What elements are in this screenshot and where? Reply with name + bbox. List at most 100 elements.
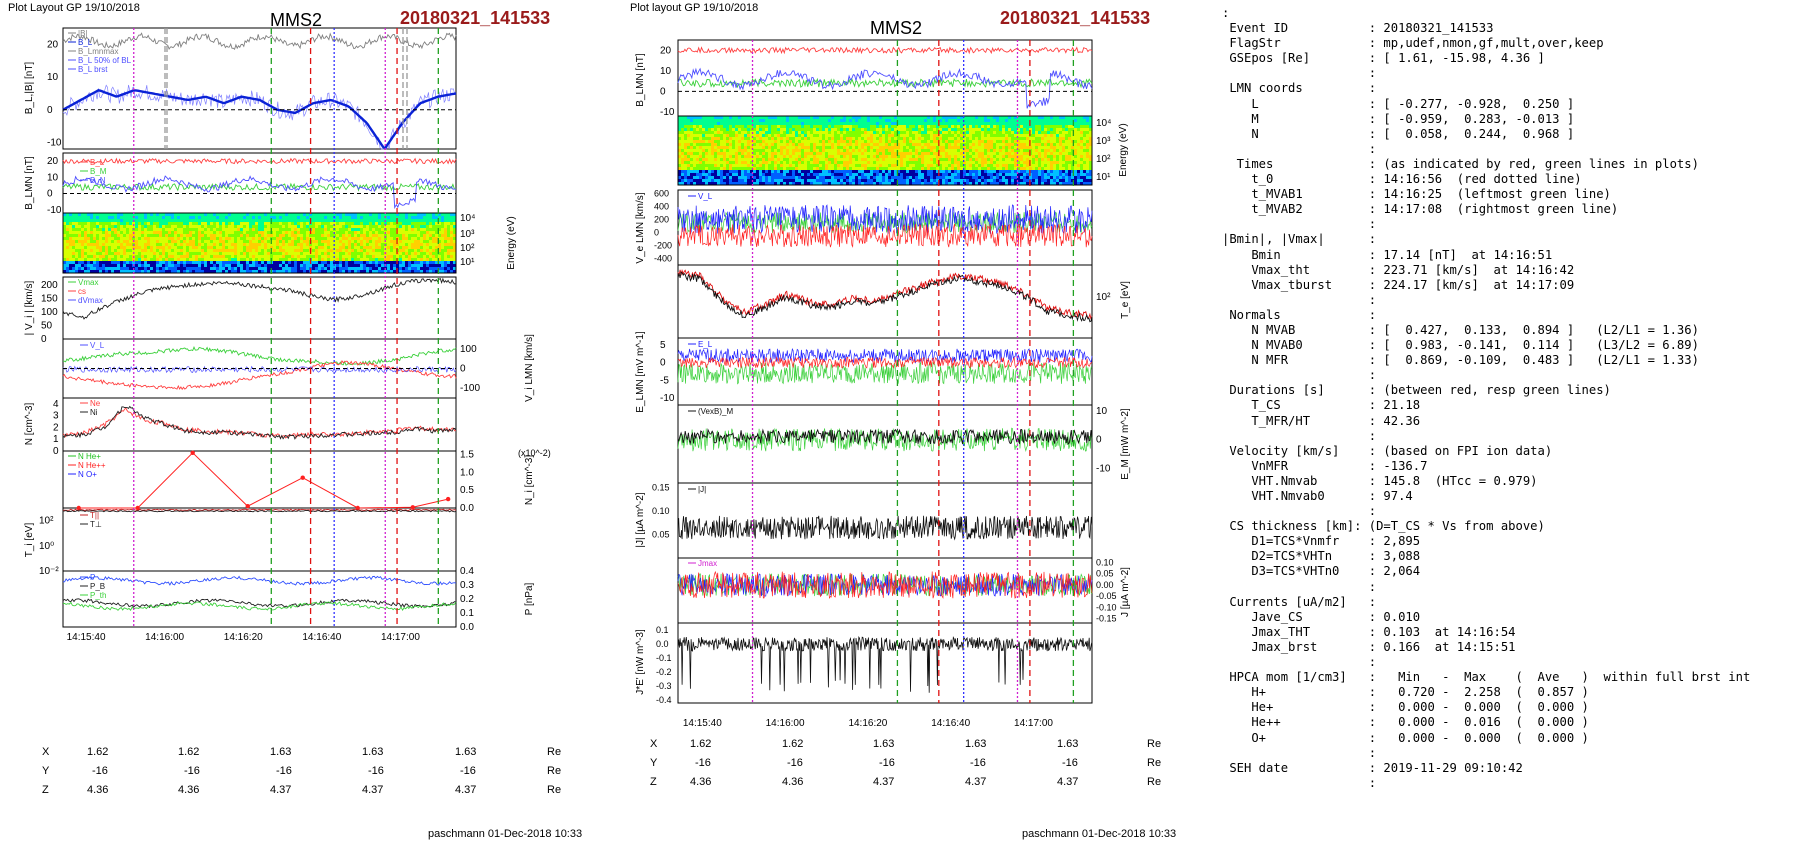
legend-entry: (VexB)_M xyxy=(698,407,733,416)
y-tick-label: 10² xyxy=(460,243,475,254)
left-coord-label-z: Z xyxy=(42,784,49,796)
info-row: D1=TCS*Vnmfr : 2,895 xyxy=(1222,534,1421,549)
mid-coord-x-1: 1.62 xyxy=(782,738,804,750)
mid-series-BL xyxy=(677,46,1093,55)
y-tick-label: 100 xyxy=(460,344,477,355)
x-tick-label: 14:16:20 xyxy=(848,718,887,729)
y-tick-label: 0.05 xyxy=(652,530,670,540)
info-row: T_CS : 21.18 xyxy=(1222,398,1421,413)
spectrogram-frame xyxy=(677,115,1093,186)
y-tick-label: 10⁻² xyxy=(39,566,59,577)
left-series-P xyxy=(63,575,457,586)
data-point xyxy=(245,504,250,509)
info-row: Currents [uA/m2] : xyxy=(1222,594,1377,609)
mid-coord-x-0: 1.62 xyxy=(690,738,712,750)
info-row: D3=TCS*VHTn0 : 2,064 xyxy=(1222,564,1421,579)
y-tick-label: 0.15 xyxy=(652,483,670,493)
data-point xyxy=(135,505,140,511)
info-row: N : [ 0.058, 0.244, 0.968 ] xyxy=(1222,126,1575,141)
mid-series-EM2 xyxy=(677,427,1093,452)
y-tick-label: 10 xyxy=(1096,406,1108,417)
info-row: N MFR : [ 0.869, -0.109, 0.483 ] (L2/L1 … xyxy=(1222,353,1699,368)
mid-coord-unit-x: Re xyxy=(1147,738,1162,750)
left-series-P_B xyxy=(62,598,457,609)
y-tick-label: 10² xyxy=(39,516,54,527)
info-row: Event ID : 20180321_141533 xyxy=(1222,21,1494,36)
mid-coord-y-3: -16 xyxy=(970,757,986,769)
y-tick-label: 0 xyxy=(660,86,666,97)
left-coord-y-4: -16 xyxy=(460,765,476,777)
left-series-Ne xyxy=(62,407,457,439)
legend-entry: V_L xyxy=(90,341,105,350)
left-series-BN xyxy=(62,175,457,210)
y-tick-label: -0.3 xyxy=(656,681,672,691)
mid-coord-z-1: 4.36 xyxy=(782,776,804,788)
left-panel-frame-8 xyxy=(62,570,457,628)
y-tick-label: 10⁴ xyxy=(460,213,475,224)
y-tick-label: 0 xyxy=(660,358,666,369)
left-coord-unit-y: Re xyxy=(547,765,562,777)
left-series-Vi xyxy=(62,277,457,320)
middle-layout-title: Plot layout GP 19/10/2018 xyxy=(630,2,759,14)
y-tick-label: 0.00 xyxy=(1096,580,1114,590)
info-row: : xyxy=(1222,504,1377,519)
left-coord-label-x: X xyxy=(42,746,50,758)
y-tick-label: -0.10 xyxy=(1096,602,1117,612)
y-axis-label: T_i [eV] xyxy=(24,523,35,558)
info-row: N MVAB : [ 0.427, 0.133, 0.894 ] (L2/L1 … xyxy=(1222,322,1699,337)
info-row: |Bmin|, |Vmax| : xyxy=(1222,232,1377,247)
left-coord-y-0: -16 xyxy=(92,765,108,777)
y-tick-label: 20 xyxy=(47,39,59,50)
info-row: Jmax_THT : 0.103 at 14:16:54 xyxy=(1222,624,1516,639)
left-coord-x-3: 1.63 xyxy=(362,746,384,758)
y-tick-label: 10¹ xyxy=(1096,172,1111,183)
y-tick-label: 1.5 xyxy=(460,450,474,461)
y-tick-label: 0.1 xyxy=(460,608,474,619)
legend-entry: Jmax xyxy=(698,559,717,568)
left-series-Tpar xyxy=(62,508,457,512)
legend-entry: N He+ xyxy=(78,452,101,461)
y-tick-label: 1.0 xyxy=(460,467,474,478)
info-row: GSEpos [Re] : [ 1.61, -15.98, 4.36 ] xyxy=(1222,51,1545,66)
info-row: O+ : 0.000 - 0.000 ( 0.000 ) xyxy=(1222,730,1589,745)
mid-coord-z-3: 4.37 xyxy=(965,776,987,788)
plot-canvas: 20100-1020100-1010⁴10³10²10¹200150100500… xyxy=(24,27,1131,729)
y-axis-label: N_i [cm^-3] xyxy=(524,455,535,505)
y-tick-label: 0.10 xyxy=(652,506,670,516)
y-tick-label: -400 xyxy=(654,253,672,263)
left-coord-label-y: Y xyxy=(42,765,50,777)
event-info-panel: : Event ID : 20180321_141533 FlagStr : m… xyxy=(1222,6,1750,791)
info-row: N MVAB0 : [ 0.983, -0.141, 0.114 ] (L3/L… xyxy=(1222,338,1699,353)
scale-note: (x10^-2) xyxy=(518,448,551,458)
left-series-BM xyxy=(62,182,457,192)
legend-entry: N O+ xyxy=(78,470,97,479)
mid-series-Te-perp xyxy=(677,271,1093,323)
left-series-VM xyxy=(62,360,457,391)
info-row: M : [ -0.959, 0.283, -0.013 ] xyxy=(1222,111,1575,126)
y-tick-label: 10 xyxy=(660,66,672,77)
info-row: L : [ -0.277, -0.928, 0.250 ] xyxy=(1222,96,1575,111)
data-point xyxy=(300,475,305,480)
left-coord-x-4: 1.63 xyxy=(455,746,477,758)
y-tick-label: 10⁰ xyxy=(39,541,54,552)
legend-entry: P_th xyxy=(90,591,106,600)
legend-entry: V_L xyxy=(698,192,713,201)
legend-entry: B_Lmnmax xyxy=(78,47,118,56)
info-row: : xyxy=(1222,368,1377,383)
legend-entry: T|| xyxy=(90,511,99,520)
info-row: : xyxy=(1222,655,1377,670)
mid-electron-spectrogram xyxy=(677,115,1093,186)
y-tick-label: 0.0 xyxy=(460,622,474,633)
legend-entry: B_N xyxy=(90,176,106,185)
info-row: : xyxy=(1222,292,1377,307)
legend-entry: E_L xyxy=(698,340,713,349)
x-tick-label: 14:15:40 xyxy=(683,718,722,729)
legend-entry: T⊥ xyxy=(90,520,102,529)
info-row: LMN coords : xyxy=(1222,81,1377,96)
mid-series-Jmag xyxy=(677,515,1093,541)
y-axis-label: T_e [eV] xyxy=(1120,281,1131,319)
mid-coord-label-y: Y xyxy=(650,757,658,769)
info-row: : xyxy=(1222,428,1377,443)
mid-coord-label-x: X xyxy=(650,738,658,750)
mid-coord-y-4: -16 xyxy=(1062,757,1078,769)
